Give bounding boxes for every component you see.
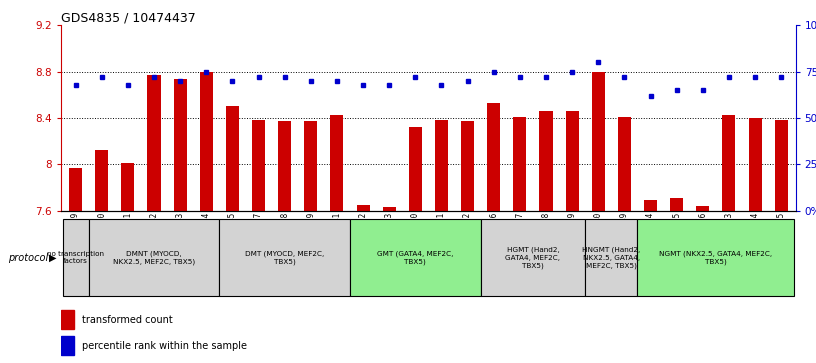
FancyBboxPatch shape	[220, 219, 350, 296]
Bar	[330, 114, 344, 211]
Bar	[722, 114, 735, 211]
Bar	[357, 205, 370, 211]
Bar	[226, 106, 239, 211]
Text: NGMT (NKX2.5, GATA4, MEF2C,
TBX5): NGMT (NKX2.5, GATA4, MEF2C, TBX5)	[659, 250, 773, 265]
Bar	[200, 72, 213, 211]
Bar	[61, 336, 74, 355]
Bar	[696, 206, 709, 211]
Bar	[644, 200, 657, 211]
Bar	[148, 75, 161, 211]
Bar	[748, 118, 761, 211]
Bar	[539, 111, 552, 211]
Text: GMT (GATA4, MEF2C,
TBX5): GMT (GATA4, MEF2C, TBX5)	[377, 250, 454, 265]
Bar	[618, 117, 631, 211]
FancyBboxPatch shape	[585, 219, 637, 296]
Bar	[774, 120, 787, 211]
Bar	[409, 127, 422, 211]
Bar	[383, 207, 396, 211]
Bar	[592, 72, 605, 211]
Bar	[435, 120, 448, 211]
Text: DMT (MYOCD, MEF2C,
TBX5): DMT (MYOCD, MEF2C, TBX5)	[245, 250, 324, 265]
Text: percentile rank within the sample: percentile rank within the sample	[82, 341, 246, 351]
FancyBboxPatch shape	[89, 219, 220, 296]
Bar	[69, 168, 82, 211]
Text: GDS4835 / 10474437: GDS4835 / 10474437	[61, 11, 196, 24]
FancyBboxPatch shape	[637, 219, 794, 296]
Text: no transcription
factors: no transcription factors	[47, 251, 104, 265]
Text: HGMT (Hand2,
GATA4, MEF2C,
TBX5): HGMT (Hand2, GATA4, MEF2C, TBX5)	[505, 247, 561, 269]
FancyBboxPatch shape	[63, 219, 89, 296]
Bar	[95, 150, 109, 211]
Bar	[565, 111, 579, 211]
Bar	[670, 198, 683, 211]
Bar	[61, 310, 74, 330]
Bar	[513, 117, 526, 211]
Text: HNGMT (Hand2,
NKX2.5, GATA4,
MEF2C, TBX5): HNGMT (Hand2, NKX2.5, GATA4, MEF2C, TBX5…	[583, 247, 641, 269]
Bar	[304, 122, 317, 211]
Text: DMNT (MYOCD,
NKX2.5, MEF2C, TBX5): DMNT (MYOCD, NKX2.5, MEF2C, TBX5)	[113, 250, 195, 265]
Text: transformed count: transformed count	[82, 315, 172, 325]
Text: ▶: ▶	[49, 253, 56, 263]
Bar	[278, 122, 291, 211]
Text: protocol: protocol	[8, 253, 48, 263]
Bar	[252, 120, 265, 211]
FancyBboxPatch shape	[481, 219, 585, 296]
Bar	[487, 103, 500, 211]
FancyBboxPatch shape	[350, 219, 481, 296]
Bar	[461, 122, 474, 211]
Bar	[122, 163, 135, 211]
Bar	[174, 79, 187, 211]
